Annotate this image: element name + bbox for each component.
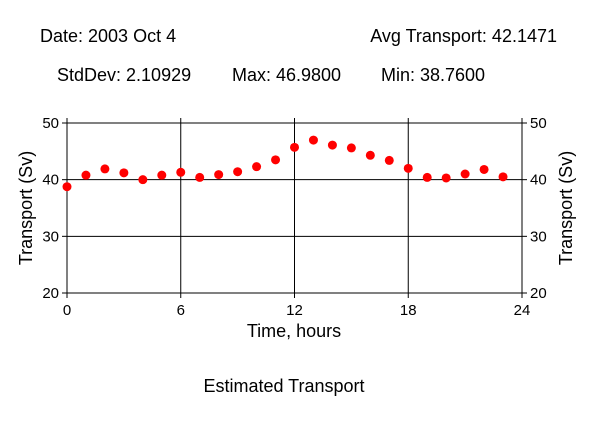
x-tick-label: 6 xyxy=(177,302,185,319)
data-point xyxy=(214,170,224,180)
y-tick-label-left: 50 xyxy=(42,115,59,132)
data-point xyxy=(195,172,205,182)
chart-caption: Estimated Transport xyxy=(203,376,365,396)
data-point xyxy=(100,164,110,174)
data-point xyxy=(138,175,148,185)
max-label: Max: 46.9800 xyxy=(232,65,342,85)
x-tick-label: 18 xyxy=(400,302,417,319)
x-tick-label: 24 xyxy=(514,302,531,319)
x-tick-label: 0 xyxy=(63,302,71,319)
data-point xyxy=(422,172,432,182)
data-point xyxy=(460,169,470,179)
y-axis-label-right: Transport (Sv) xyxy=(556,151,576,265)
data-point xyxy=(479,164,489,174)
data-point xyxy=(176,167,186,177)
min-label: Min: 38.7600 xyxy=(381,65,486,85)
y-tick-label-right: 30 xyxy=(530,228,547,245)
y-tick-label-right: 40 xyxy=(530,172,547,189)
x-tick-label: 12 xyxy=(286,302,303,319)
data-points xyxy=(62,135,508,192)
data-point xyxy=(81,170,91,180)
data-point xyxy=(271,155,281,165)
stddev-label: StdDev: 2.10929 xyxy=(57,65,192,85)
y-tick-label-left: 30 xyxy=(42,228,59,245)
data-point xyxy=(327,140,337,150)
data-point xyxy=(119,168,129,178)
y-tick-label-right: 50 xyxy=(530,115,547,132)
avg-transport-label: Avg Transport: 42.1471 xyxy=(370,26,557,46)
date-label: Date: 2003 Oct 4 xyxy=(40,26,177,46)
data-point xyxy=(233,167,243,177)
data-point xyxy=(384,155,394,165)
data-point xyxy=(157,170,167,180)
plot-frame xyxy=(62,118,527,298)
data-point xyxy=(403,163,413,173)
data-point xyxy=(252,162,262,172)
data-point xyxy=(441,173,451,183)
y-tick-label-left: 40 xyxy=(42,172,59,189)
data-point xyxy=(365,150,375,160)
x-axis-label: Time, hours xyxy=(247,321,341,341)
data-point xyxy=(346,143,356,153)
y-tick-label-left: 20 xyxy=(42,285,59,302)
data-point xyxy=(308,135,318,145)
data-point xyxy=(62,182,72,192)
y-axis-label-left: Transport (Sv) xyxy=(16,151,36,265)
data-point xyxy=(290,142,299,152)
data-point xyxy=(498,172,508,182)
y-tick-label-right: 20 xyxy=(530,285,547,302)
